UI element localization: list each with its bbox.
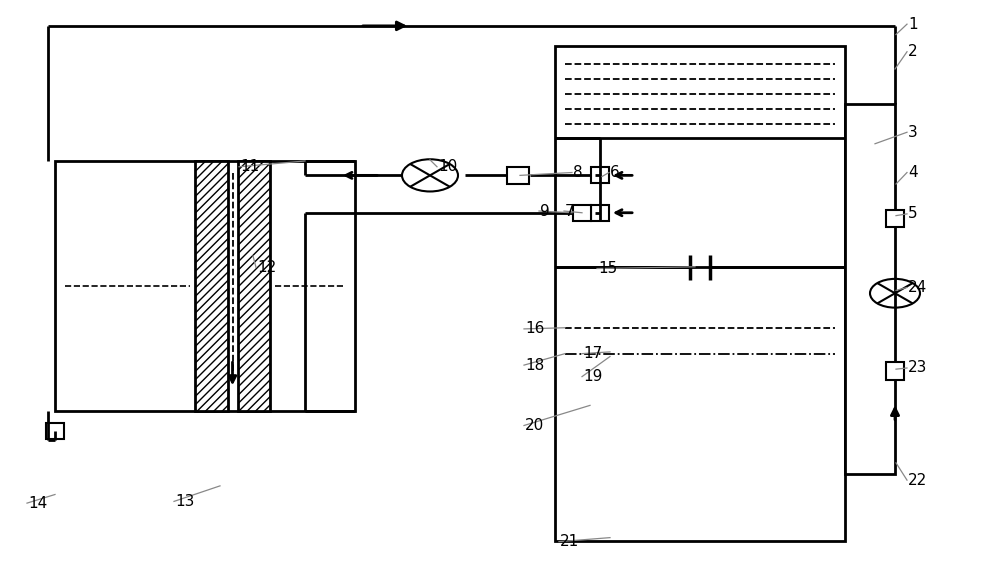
Text: 16: 16 [525, 321, 544, 336]
Text: 2: 2 [908, 44, 918, 59]
Bar [591, 167, 609, 183]
Bar [46, 423, 64, 439]
Bar [555, 46, 845, 540]
Text: 15: 15 [598, 261, 617, 276]
Bar [886, 362, 904, 380]
Text: 12: 12 [257, 260, 276, 275]
Bar [238, 161, 270, 411]
Text: 6: 6 [610, 165, 620, 180]
Bar [573, 205, 591, 221]
Text: 7: 7 [565, 204, 575, 218]
Text: 10: 10 [438, 159, 457, 174]
Text: 1: 1 [908, 17, 918, 32]
Text: 11: 11 [240, 159, 259, 174]
Text: 8: 8 [573, 165, 583, 180]
Text: 24: 24 [908, 280, 927, 295]
Text: 3: 3 [908, 125, 918, 140]
Text: 9: 9 [540, 204, 550, 218]
Text: 20: 20 [525, 418, 544, 433]
Bar [886, 210, 904, 227]
Bar [591, 205, 609, 221]
Bar [507, 167, 529, 184]
Text: 23: 23 [908, 361, 927, 375]
Text: 21: 21 [560, 534, 579, 549]
Text: 5: 5 [908, 206, 918, 221]
Text: 19: 19 [583, 369, 602, 384]
Text: 14: 14 [28, 496, 47, 511]
Bar [55, 161, 355, 411]
Text: 13: 13 [175, 494, 194, 509]
Text: 17: 17 [583, 346, 602, 361]
Text: 18: 18 [525, 358, 544, 373]
Bar [195, 161, 228, 411]
Text: 22: 22 [908, 473, 927, 488]
Text: 4: 4 [908, 165, 918, 180]
Bar [845, 104, 895, 474]
